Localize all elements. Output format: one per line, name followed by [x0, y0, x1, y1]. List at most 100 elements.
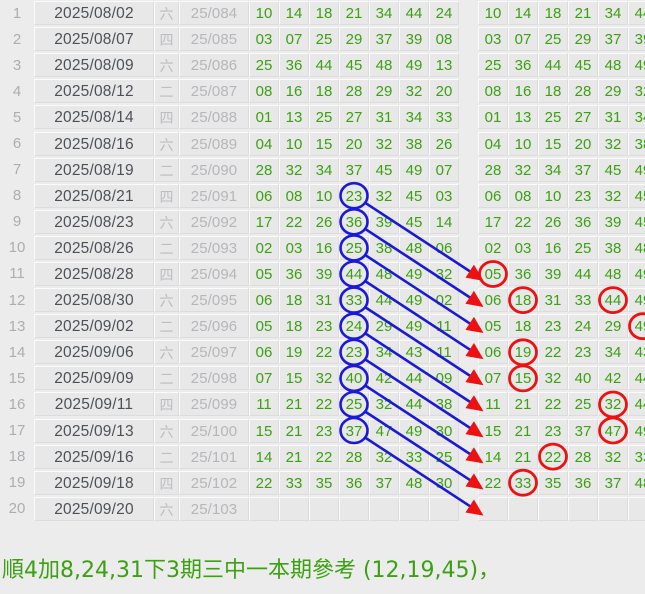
- ball-number-right-4[interactable]: 29: [598, 313, 628, 339]
- draw-date[interactable]: 2025/08/21: [34, 183, 154, 209]
- ball-number-left-6[interactable]: 25: [429, 444, 459, 470]
- table-row[interactable]: 7 2025/08/19 二 25/090 28 32 34 37 45 49 07 28 32 34 37…: [0, 156, 645, 183]
- ball-number-left-3[interactable]: 28: [339, 444, 369, 470]
- ball-number-right-0[interactable]: 05: [478, 313, 508, 339]
- ball-number-right-2[interactable]: 31: [538, 287, 568, 313]
- draw-date[interactable]: 2025/08/07: [34, 26, 154, 52]
- ball-number-left-3[interactable]: 23: [339, 339, 369, 365]
- ball-number-left-6[interactable]: 02: [429, 287, 459, 313]
- ball-number-left-0[interactable]: 22: [249, 470, 279, 496]
- issue-number[interactable]: 25/102: [179, 470, 249, 496]
- ball-number-right-5[interactable]: 49: [628, 313, 645, 339]
- ball-number-left-4[interactable]: 48: [369, 261, 399, 287]
- ball-number-left-3[interactable]: 28: [339, 78, 369, 104]
- table-row[interactable]: 13 2025/09/02 二 25/096 05 18 23 24 29 49 11 05 18 23 2…: [0, 313, 645, 340]
- ball-number-right-1[interactable]: 16: [508, 78, 538, 104]
- draw-date[interactable]: 2025/09/20: [34, 496, 154, 522]
- draw-date[interactable]: 2025/09/02: [34, 313, 154, 339]
- ball-number-left-4[interactable]: 29: [369, 313, 399, 339]
- ball-number-right-2[interactable]: 39: [538, 261, 568, 287]
- ball-number-left-6[interactable]: 30: [429, 418, 459, 444]
- ball-number-right-5[interactable]: 34: [628, 104, 645, 130]
- ball-number-right-1[interactable]: 21: [508, 391, 538, 417]
- ball-number-right-1[interactable]: 19: [508, 339, 538, 365]
- table-row[interactable]: 12 2025/08/30 六 25/095 06 18 31 33 44 49 02 06 18 31 3…: [0, 287, 645, 314]
- ball-number-left-6[interactable]: 03: [429, 183, 459, 209]
- ball-number-left-2[interactable]: 22: [309, 444, 339, 470]
- ball-number-left-0[interactable]: 08: [249, 78, 279, 104]
- ball-number-left-2[interactable]: 18: [309, 78, 339, 104]
- ball-number-left-5[interactable]: 48: [399, 235, 429, 261]
- ball-number-right-1[interactable]: 03: [508, 235, 538, 261]
- table-row[interactable]: 5 2025/08/14 四 25/088 01 13 25 27 31 34 33 01 13 25 27…: [0, 104, 645, 131]
- ball-number-right-5[interactable]: 44: [628, 0, 645, 26]
- ball-number-left-6[interactable]: 26: [429, 130, 459, 156]
- ball-number-left-0[interactable]: 05: [249, 261, 279, 287]
- ball-number-left-5[interactable]: 43: [399, 339, 429, 365]
- ball-number-left-1[interactable]: 36: [279, 261, 309, 287]
- ball-number-right-0[interactable]: [478, 496, 508, 522]
- ball-number-left-1[interactable]: 19: [279, 339, 309, 365]
- table-row[interactable]: 8 2025/08/21 四 25/091 06 08 10 23 32 45 03 06 08 10 23…: [0, 182, 645, 209]
- ball-number-left-0[interactable]: 06: [249, 339, 279, 365]
- ball-number-left-5[interactable]: 33: [399, 444, 429, 470]
- ball-number-left-1[interactable]: 21: [279, 391, 309, 417]
- ball-number-left-0[interactable]: 11: [249, 391, 279, 417]
- ball-number-left-1[interactable]: 22: [279, 209, 309, 235]
- ball-number-right-0[interactable]: 01: [478, 104, 508, 130]
- draw-date[interactable]: 2025/09/06: [34, 339, 154, 365]
- ball-number-left-0[interactable]: 06: [249, 287, 279, 313]
- ball-number-right-5[interactable]: 49: [628, 52, 645, 78]
- ball-number-right-2[interactable]: 10: [538, 183, 568, 209]
- ball-number-right-3[interactable]: 21: [568, 0, 598, 26]
- ball-number-right-0[interactable]: 05: [478, 261, 508, 287]
- ball-number-left-6[interactable]: 13: [429, 52, 459, 78]
- ball-number-left-2[interactable]: 35: [309, 470, 339, 496]
- table-row[interactable]: 11 2025/08/28 四 25/094 05 36 39 44 48 49 32 05 36 39 4…: [0, 260, 645, 288]
- ball-number-right-0[interactable]: 11: [478, 391, 508, 417]
- ball-number-left-0[interactable]: 10: [249, 0, 279, 26]
- ball-number-left-2[interactable]: 23: [309, 313, 339, 339]
- draw-date[interactable]: 2025/09/13: [34, 418, 154, 444]
- issue-number[interactable]: 25/084: [179, 0, 249, 26]
- ball-number-right-0[interactable]: 17: [478, 209, 508, 235]
- ball-number-left-6[interactable]: 33: [429, 104, 459, 130]
- ball-number-right-1[interactable]: 36: [508, 52, 538, 78]
- ball-number-right-0[interactable]: 06: [478, 287, 508, 313]
- issue-number[interactable]: 25/098: [179, 365, 249, 391]
- ball-number-right-5[interactable]: 49: [628, 418, 645, 444]
- ball-number-right-4[interactable]: 47: [598, 418, 628, 444]
- ball-number-right-5[interactable]: 49: [628, 287, 645, 313]
- ball-number-right-0[interactable]: 25: [478, 52, 508, 78]
- ball-number-right-0[interactable]: 08: [478, 78, 508, 104]
- ball-number-right-0[interactable]: 03: [478, 26, 508, 52]
- issue-number[interactable]: 25/093: [179, 235, 249, 261]
- ball-number-right-5[interactable]: 44: [628, 391, 645, 417]
- ball-number-left-6[interactable]: 11: [429, 339, 459, 365]
- ball-number-right-4[interactable]: 32: [598, 391, 628, 417]
- ball-number-right-5[interactable]: 33: [628, 444, 645, 470]
- ball-number-left-4[interactable]: 32: [369, 444, 399, 470]
- draw-date[interactable]: 2025/08/23: [34, 209, 154, 235]
- ball-number-left-1[interactable]: 08: [279, 183, 309, 209]
- ball-number-right-3[interactable]: 23: [568, 339, 598, 365]
- ball-number-right-2[interactable]: 34: [538, 157, 568, 183]
- ball-number-left-6[interactable]: [429, 496, 459, 522]
- ball-number-left-3[interactable]: 21: [339, 0, 369, 26]
- ball-number-left-1[interactable]: 07: [279, 26, 309, 52]
- ball-number-right-3[interactable]: [568, 496, 598, 522]
- ball-number-right-4[interactable]: 32: [598, 444, 628, 470]
- ball-number-left-1[interactable]: 36: [279, 52, 309, 78]
- ball-number-left-2[interactable]: 22: [309, 391, 339, 417]
- ball-number-left-2[interactable]: 22: [309, 339, 339, 365]
- ball-number-left-3[interactable]: [339, 496, 369, 522]
- ball-number-right-1[interactable]: 21: [508, 444, 538, 470]
- ball-number-right-4[interactable]: 29: [598, 78, 628, 104]
- issue-number[interactable]: 25/091: [179, 183, 249, 209]
- ball-number-left-2[interactable]: 23: [309, 418, 339, 444]
- ball-number-right-2[interactable]: 22: [538, 444, 568, 470]
- ball-number-right-5[interactable]: [628, 496, 645, 522]
- ball-number-right-3[interactable]: 24: [568, 313, 598, 339]
- ball-number-left-6[interactable]: 06: [429, 235, 459, 261]
- table-row[interactable]: 2 2025/08/07 四 25/085 03 07 25 29 37 39 08 03 07 25 29…: [0, 26, 645, 53]
